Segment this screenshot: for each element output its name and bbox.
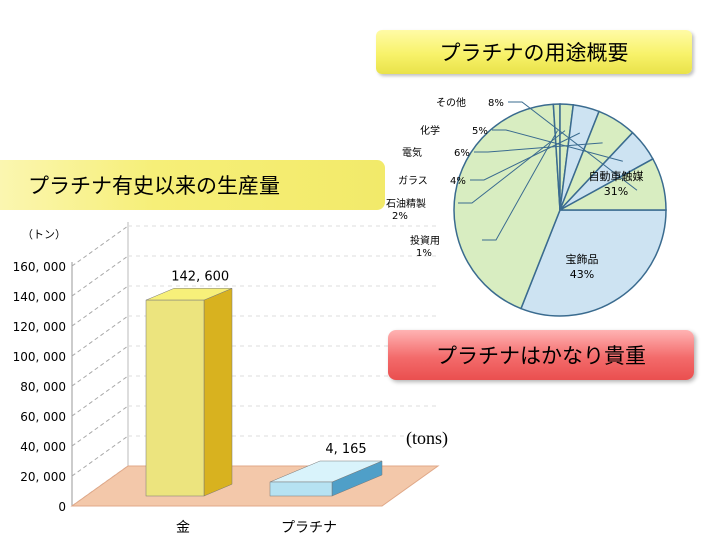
pie-leader-6 (492, 129, 623, 162)
gridline (71, 285, 129, 327)
pie-slice-label-1: 宝飾品 (566, 252, 599, 266)
precious-note-banner: プラチナはかなり貴重 (388, 330, 694, 380)
pie-leader-3 (458, 130, 566, 204)
production-history-banner: プラチナ有史以来の生産量 (0, 160, 385, 210)
y-tick-label: 140, 000 (13, 290, 66, 304)
pie-leader-7 (508, 101, 638, 191)
unit-note: (tons) (406, 428, 448, 448)
y-tick-label: 100, 000 (13, 350, 66, 364)
pie-slice-label-3: 石油精製 (386, 197, 426, 210)
y-tick-label: 160, 000 (13, 260, 66, 274)
pie-chart-leader-lines (458, 101, 638, 241)
bar-front-0 (145, 299, 205, 497)
y-tick-label: 60, 000 (20, 410, 66, 424)
gridline (71, 435, 129, 477)
pie-slice-percent-4: 4% (450, 176, 466, 187)
uses-overview-banner: プラチナの用途概要 (376, 30, 692, 74)
pie-slice-label-5: 電気 (402, 146, 422, 159)
pie-slice-percent-3: 2% (392, 211, 408, 222)
pie-slice-percent-5: 6% (454, 148, 470, 159)
y-tick-label: 80, 000 (20, 380, 66, 394)
pie-slice-percent-7: 8% (488, 98, 504, 109)
bar-chart-floor (70, 465, 440, 507)
y-tick-label: 20, 000 (20, 470, 66, 484)
pie-slice-percent-0: 31% (604, 185, 628, 198)
pie-slice-label-7: その他 (436, 96, 466, 109)
bar-data-label-1: 4, 165 (325, 442, 366, 457)
pie-leader-2 (482, 130, 558, 241)
pie-slice-label-4: ガラス (398, 175, 428, 187)
pie-slice-percent-6: 5% (472, 126, 488, 137)
gridline (71, 315, 129, 357)
gridline (71, 375, 129, 417)
pie-slice-7 (559, 157, 667, 211)
y-tick-label: 40, 000 (20, 440, 66, 454)
pie-slice-0 (520, 209, 667, 317)
gridline (71, 225, 129, 267)
pie-slice-label-0: 自動車触媒 (589, 169, 644, 183)
gridline (71, 255, 129, 297)
x-category-label-0: 金 (176, 520, 190, 536)
pie-slice-percent-1: 43% (570, 268, 594, 281)
bar-chart-labels: （トン） 0 20, 000 40, 000 60, 000 80, 000 100, 00… (13, 228, 367, 536)
y-tick-label: 0 (58, 500, 66, 514)
bar-side-0 (203, 287, 233, 497)
pie-slice-label-6: 化学 (420, 124, 440, 137)
bar-data-label-0: 142, 600 (171, 269, 229, 284)
pie-slice-percent-2: 1% (416, 248, 432, 259)
pie-slice-label-2: 投資用 (410, 234, 440, 247)
y-tick-label: 120, 000 (13, 320, 66, 334)
x-category-label-1: プラチナ (281, 520, 337, 536)
y-axis-title: （トン） (22, 228, 66, 241)
gridline (71, 405, 129, 447)
production-bar-chart: （トン） 0 20, 000 40, 000 60, 000 80, 000 100, 00… (13, 222, 440, 536)
floor-plane (70, 465, 440, 507)
pie-leader-4 (470, 132, 580, 181)
bar-front-1 (269, 481, 333, 497)
pie-chart-slices (453, 103, 667, 317)
gridline (71, 345, 129, 387)
bar-chart-bars (145, 287, 383, 497)
